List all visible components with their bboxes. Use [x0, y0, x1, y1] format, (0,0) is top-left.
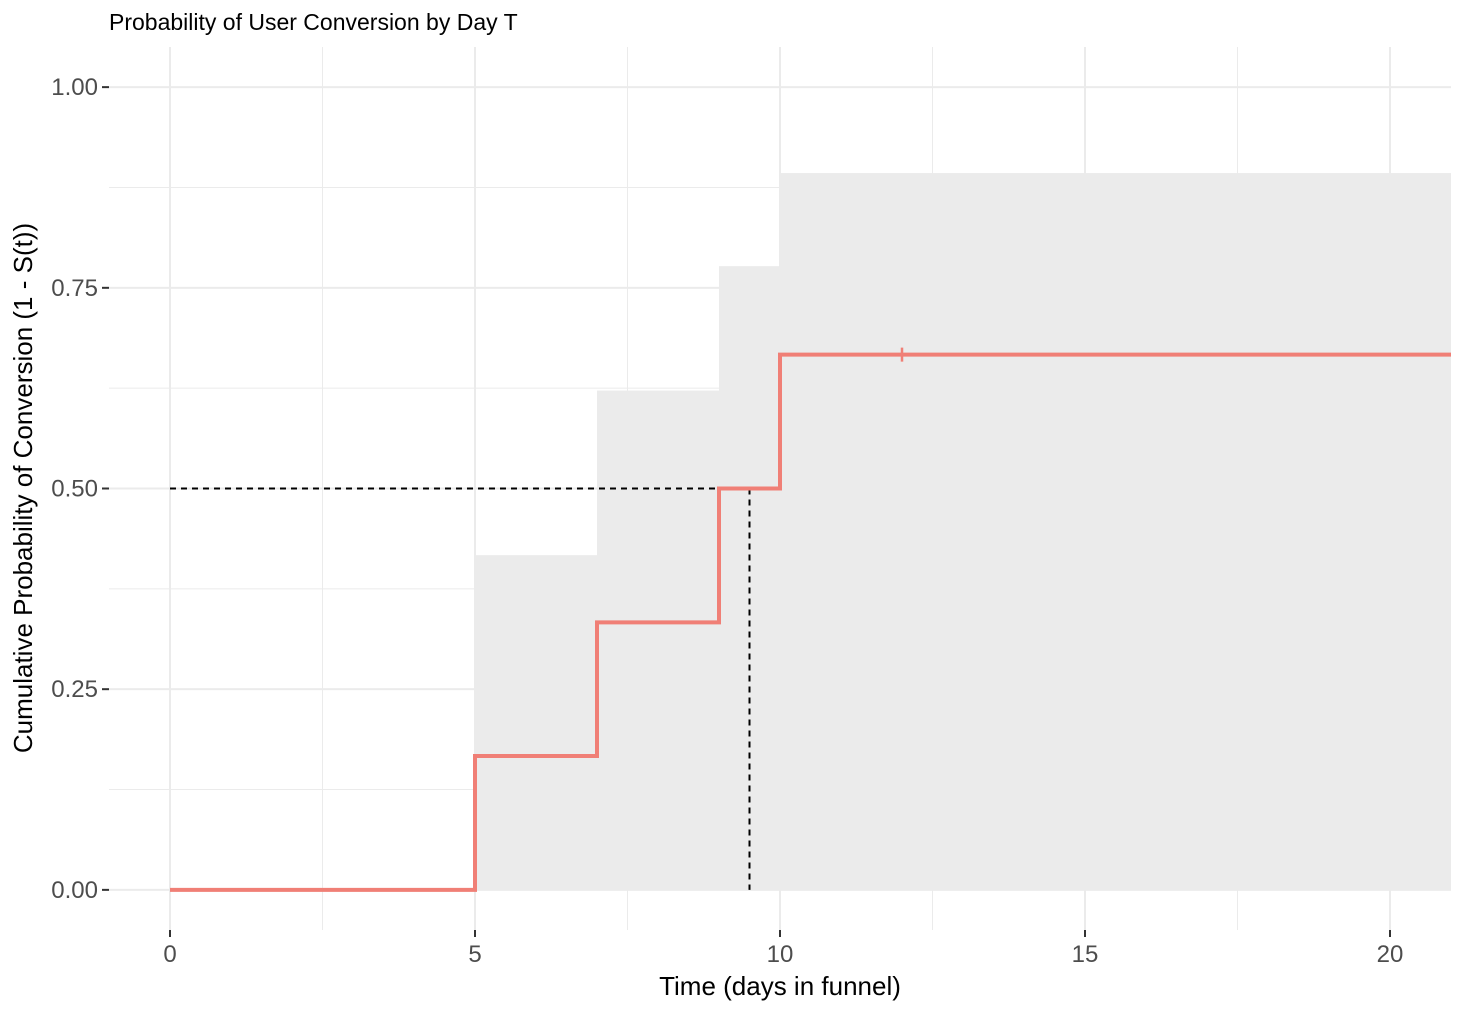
chart-title: Probability of User Conversion by Day T — [109, 9, 518, 35]
confidence-band-segment — [597, 390, 719, 890]
y-tick-label: 0.75 — [51, 275, 98, 302]
x-axis: 0 5 10 15 20 — [163, 930, 1403, 968]
confidence-band — [475, 173, 1451, 890]
x-tick-label: 5 — [468, 941, 481, 968]
median-reference-lines — [170, 487, 751, 890]
censor-mark — [895, 347, 909, 362]
y-tick-label: 0.25 — [51, 676, 98, 703]
conversion-step-line — [170, 352, 1451, 892]
y-axis: 0.00 0.25 0.50 0.75 1.00 — [51, 74, 109, 904]
confidence-band-segment — [475, 555, 597, 890]
y-tick-label: 0.00 — [51, 877, 98, 904]
censor-marks — [895, 347, 909, 362]
confidence-band-segment — [780, 173, 1451, 890]
x-tick-label: 15 — [1072, 941, 1099, 968]
y-tick-label: 1.00 — [51, 74, 98, 101]
x-tick-label: 10 — [767, 941, 794, 968]
y-tick-label: 0.50 — [51, 476, 98, 503]
y-axis-title: Cumulative Probability of Conversion (1 … — [8, 223, 38, 753]
x-tick-label: 20 — [1377, 941, 1404, 968]
conversion-curve — [170, 352, 1451, 892]
x-tick-label: 0 — [163, 941, 176, 968]
x-axis-title: Time (days in funnel) — [659, 971, 901, 1001]
